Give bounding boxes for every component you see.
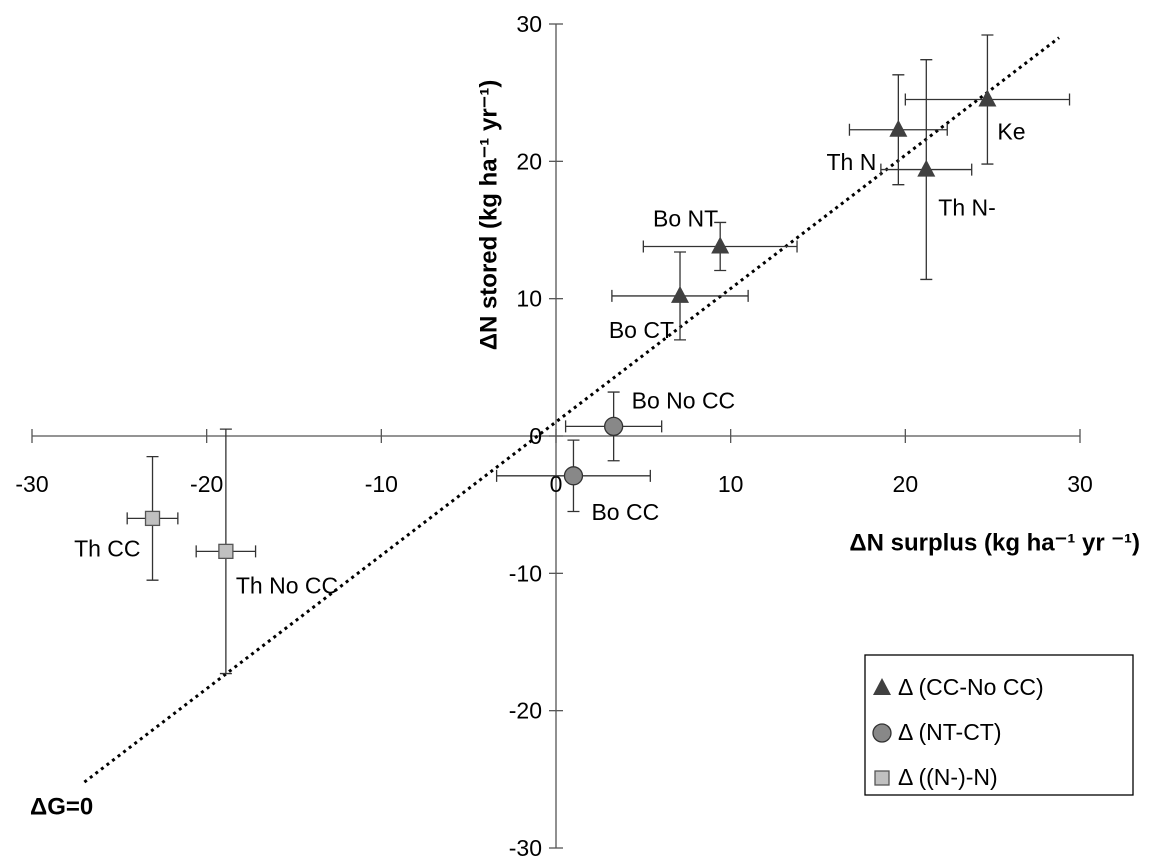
point [563, 466, 584, 486]
legend-marker [874, 770, 890, 786]
point [711, 236, 730, 254]
legend-label: Δ ((N-)-N) [898, 764, 998, 790]
legend-box [864, 654, 1134, 796]
point [978, 89, 997, 107]
point-label: Ke [997, 119, 1025, 145]
x-axis-label: ΔN surplus (kg ha⁻¹ yr ⁻¹) [849, 529, 1140, 556]
x-tick-label: 10 [718, 471, 744, 497]
legend-label: Δ (NT-CT) [898, 719, 1002, 745]
legend-label: Δ (CC-No CC) [898, 674, 1044, 700]
point-label: Th N [827, 149, 877, 175]
x-tick-label: 30 [1067, 471, 1093, 497]
point-label: Th N- [938, 195, 996, 221]
y-tick-label: 30 [516, 11, 542, 37]
x-tick-label: -30 [15, 471, 48, 497]
x-tick-label: 0 [550, 471, 563, 497]
x-tick-label: -10 [365, 471, 398, 497]
y-tick-label: -10 [509, 560, 542, 586]
y-tick-label: 10 [516, 286, 542, 312]
point [144, 510, 161, 527]
reference-line [83, 36, 1060, 784]
y-axis-label: ΔN stored (kg ha⁻¹ yr⁻¹) [475, 80, 502, 351]
y-tick-label: -30 [509, 835, 542, 861]
x-tick-label: -20 [190, 471, 223, 497]
point-label: Bo No CC [632, 387, 736, 413]
point-label: Bo CT [609, 317, 674, 343]
legend-marker [873, 678, 891, 695]
point-label: Th No CC [236, 572, 338, 598]
point-label: Bo CC [591, 499, 659, 525]
point [218, 543, 234, 560]
y-tick-label: -20 [509, 698, 542, 724]
point-label: Bo NT [653, 206, 718, 232]
legend-marker [872, 723, 892, 743]
point [603, 416, 624, 437]
reference-line-label: ΔG=0 [30, 793, 93, 820]
x-tick-label: 20 [893, 471, 919, 497]
point [671, 285, 690, 303]
point [917, 159, 936, 177]
point [889, 119, 908, 137]
point-label: Th CC [74, 535, 140, 561]
y-tick-label: 20 [516, 148, 542, 174]
